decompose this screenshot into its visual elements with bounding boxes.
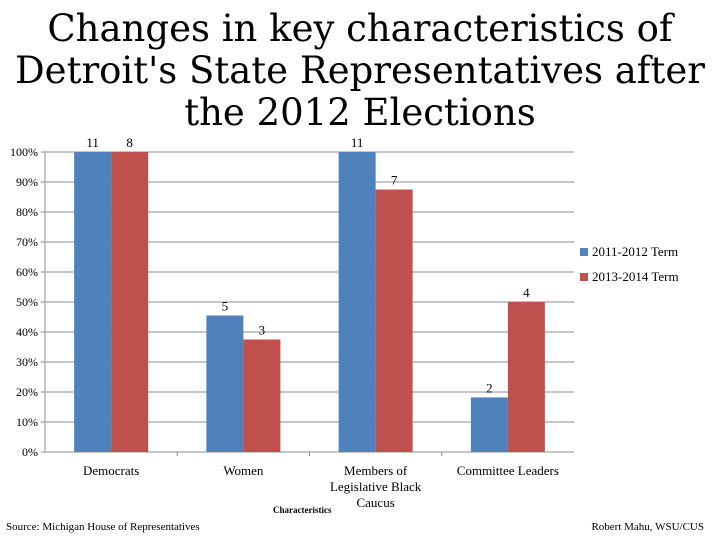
x-tick-label: Women (223, 463, 264, 478)
x-tick-label: Members of (344, 463, 408, 478)
data-label: 5 (222, 299, 229, 314)
y-tick-label: 20% (16, 385, 38, 399)
legend-label-2013-2014: 2013-2014 Term (592, 268, 679, 284)
chart-legend: 2011-2012 Term 2013-2014 Term (580, 239, 679, 289)
y-tick-label: 40% (16, 325, 38, 339)
legend-swatch-2013-2014 (580, 272, 588, 281)
author-credit: Robert Mahu, WSU/CUS (591, 521, 704, 533)
x-axis-title: Characteristics (273, 505, 332, 515)
x-tick-label: Caucus (356, 495, 394, 510)
y-tick-label: 50% (16, 295, 38, 309)
y-tick-label: 100% (10, 145, 38, 159)
slide-title: Changes in key characteristics of Detroi… (15, 7, 705, 134)
bar (507, 302, 545, 452)
data-label: 8 (126, 135, 133, 150)
source-note: Source: Michigan House of Representative… (6, 521, 200, 533)
data-label: 7 (391, 173, 398, 188)
y-tick-label: 80% (16, 205, 38, 219)
bar (470, 397, 508, 452)
legend-swatch-2011-2012 (580, 247, 588, 256)
data-label: 2 (486, 380, 493, 395)
bar (243, 339, 281, 452)
y-tick-label: 90% (16, 175, 38, 189)
x-tick-label: Committee Leaders (457, 463, 559, 478)
y-tick-label: 10% (16, 415, 38, 429)
x-tick-label: Legislative Black (330, 479, 422, 494)
legend-item-2011-2012: 2011-2012 Term (580, 239, 679, 264)
bar (74, 152, 112, 452)
data-label: 11 (86, 135, 99, 150)
bar (206, 315, 244, 452)
data-label: 11 (351, 135, 364, 150)
legend-label-2011-2012: 2011-2012 Term (592, 243, 679, 259)
x-tick-label: Democrats (83, 463, 139, 478)
bar (111, 152, 149, 452)
data-label: 3 (259, 323, 266, 338)
legend-item-2013-2014: 2013-2014 Term (580, 264, 679, 289)
y-tick-label: 0% (22, 445, 38, 459)
bar (338, 152, 376, 452)
bar (375, 189, 413, 452)
y-tick-label: 60% (16, 265, 38, 279)
y-tick-label: 30% (16, 355, 38, 369)
data-label: 4 (523, 285, 530, 300)
y-tick-label: 70% (16, 235, 38, 249)
